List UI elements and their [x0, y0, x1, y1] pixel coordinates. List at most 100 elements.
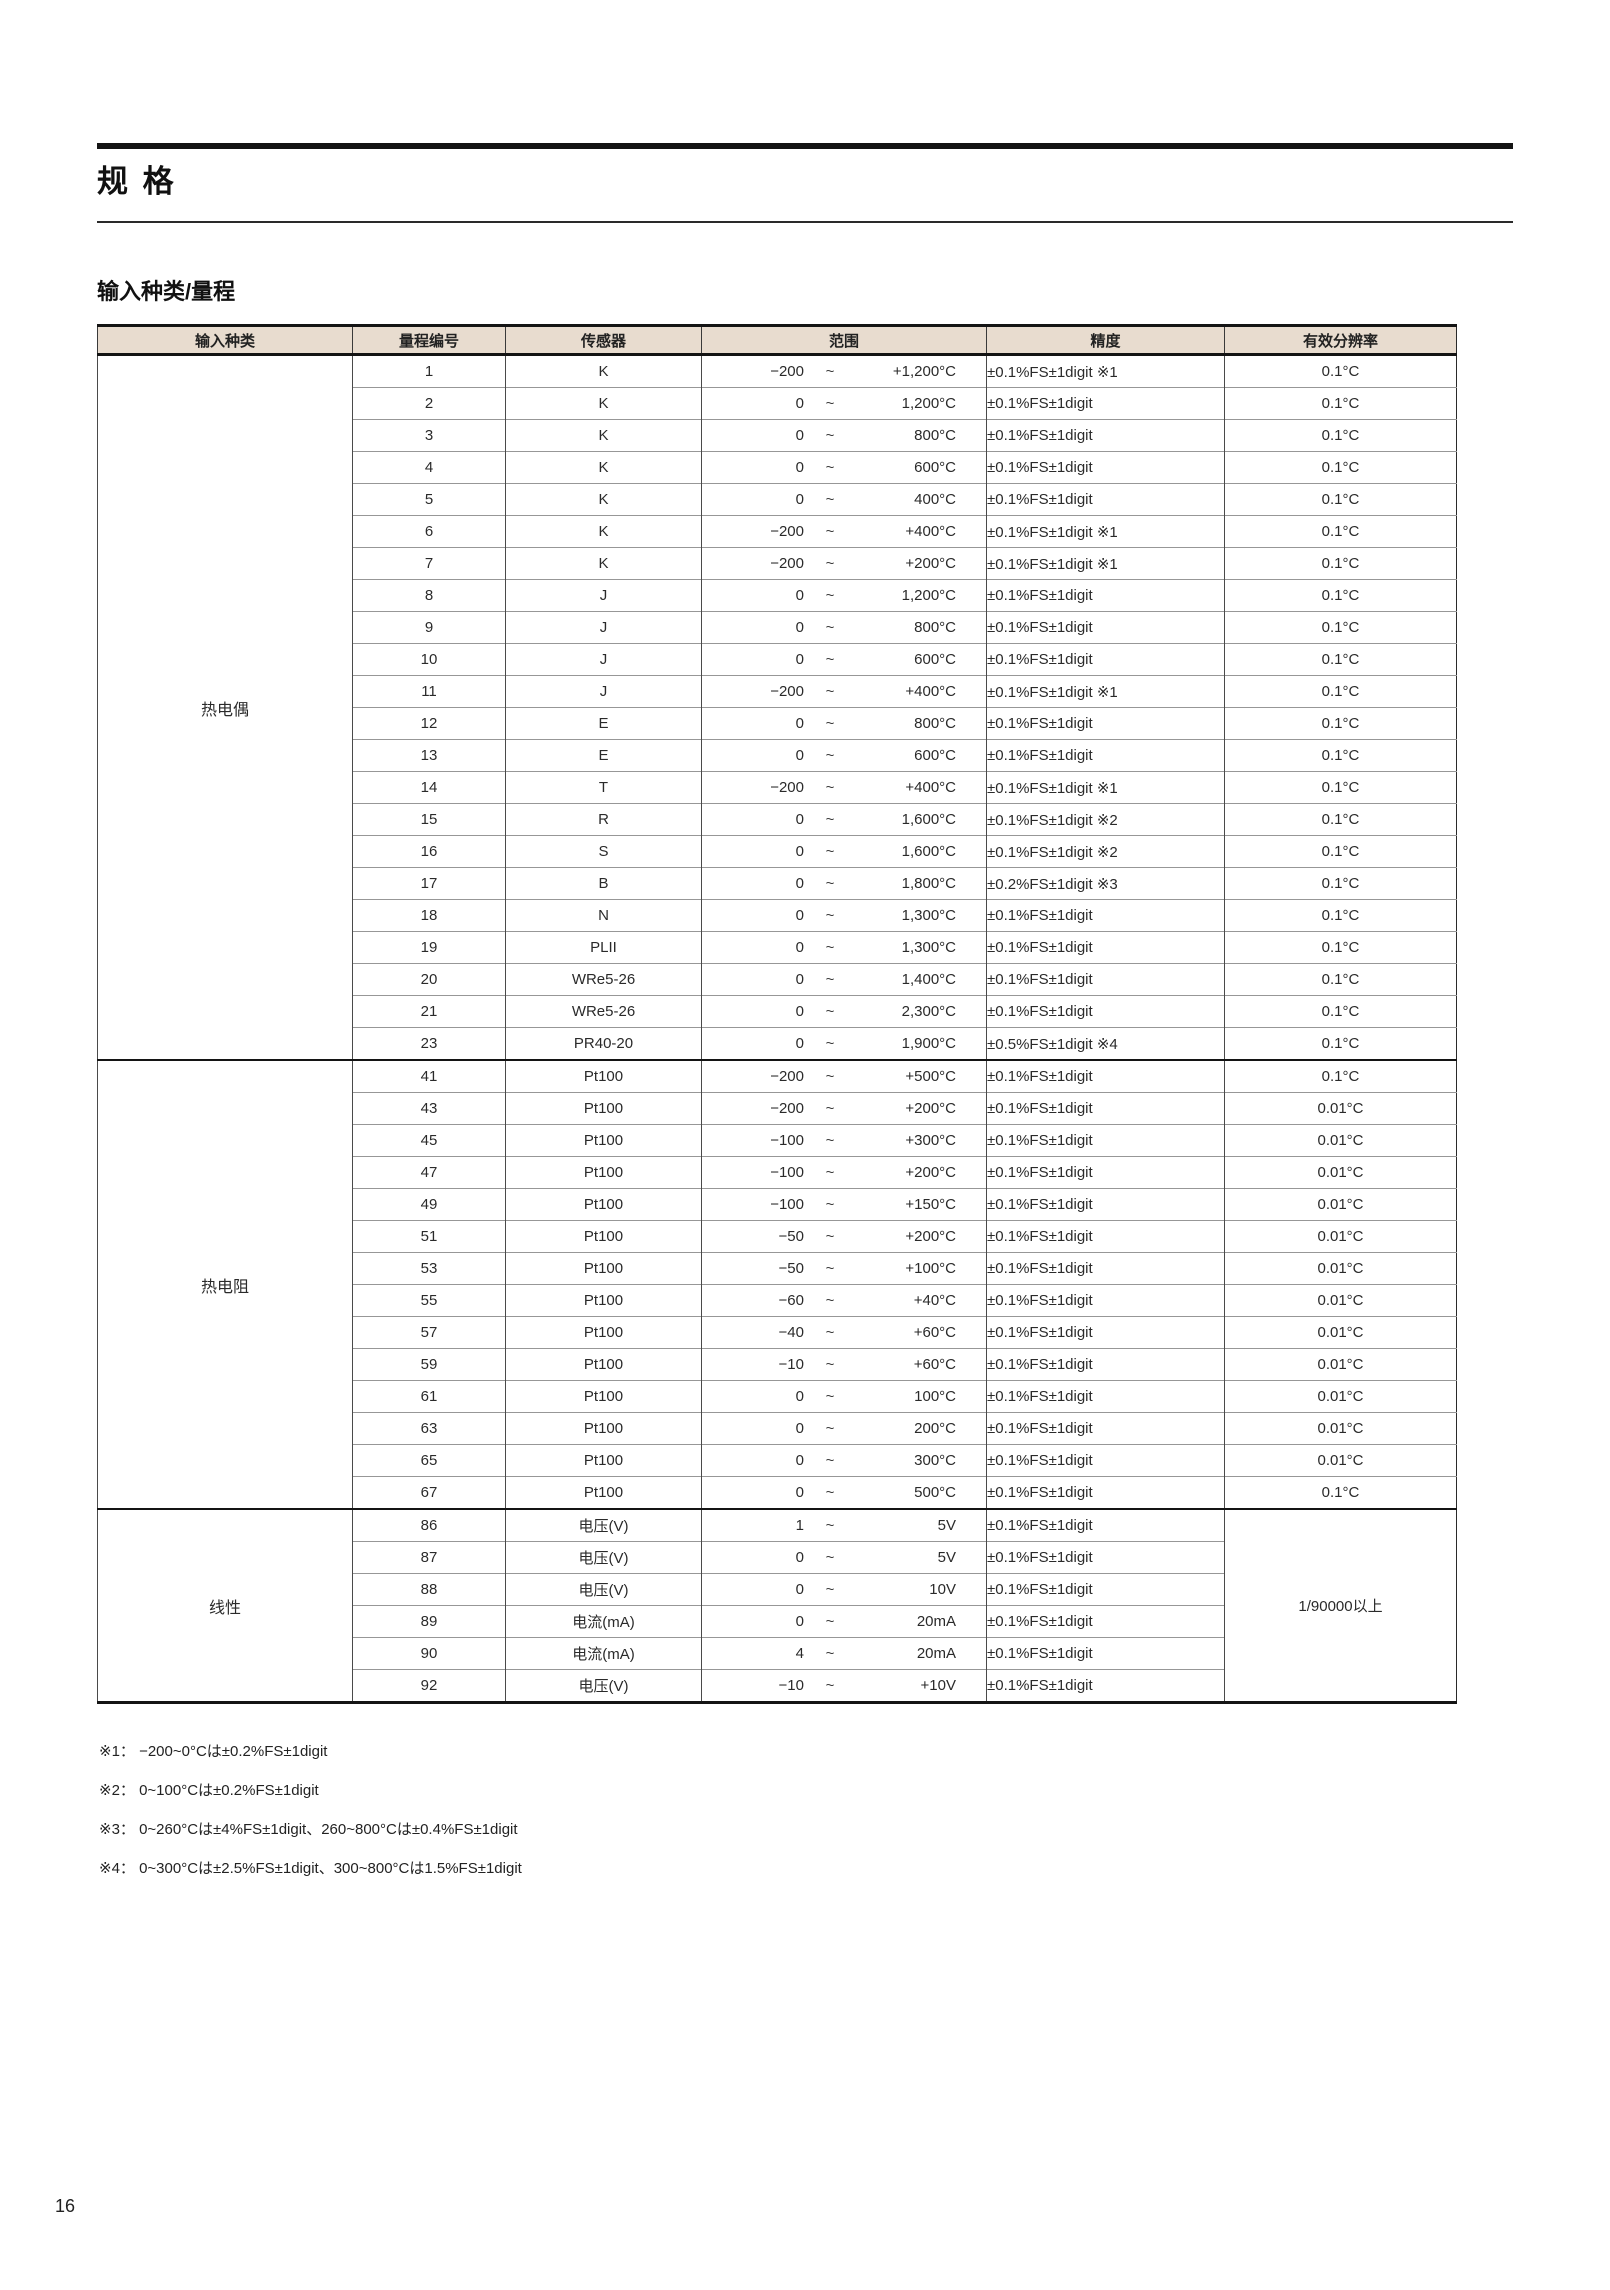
- range-cell: 0 ~2,300°C: [701, 995, 987, 1028]
- table-row: 59 Pt100 −10 ~ +60°C ±0.1%FS±1digit 0.01°C: [98, 1348, 1457, 1381]
- sensor-cell: E: [505, 707, 702, 740]
- input-type-group-label: 线性: [97, 1508, 353, 1703]
- range-high: 1,800°C: [901, 875, 956, 892]
- sensor-cell: K: [505, 353, 702, 388]
- range-separator: ~: [825, 1677, 835, 1694]
- table-row: 12 E 0 ~800°C ±0.1%FS±1digit 0.1°C: [98, 707, 1457, 740]
- range-number-cell: 16: [352, 835, 506, 868]
- accuracy-cell: ±0.1%FS±1digit: [986, 1637, 1225, 1670]
- range-high: 200°C: [914, 1420, 956, 1437]
- range-high: 600°C: [914, 747, 956, 764]
- range-high: 1,200°C: [901, 395, 956, 412]
- accuracy-cell: ±0.1%FS±1digit: [986, 1380, 1225, 1413]
- range-high: +60°C: [913, 1356, 956, 1373]
- table-row: 线性 86 电压(V) 1 ~5V ±0.1%FS±1digit 1/90000以上: [97, 1508, 1457, 1703]
- accuracy-cell: ±0.1%FS±1digit ※1: [986, 353, 1225, 388]
- accuracy-cell: ±0.1%FS±1digit: [986, 1573, 1225, 1606]
- range-high: +10V: [920, 1677, 956, 1694]
- range-separator: ~: [825, 939, 835, 956]
- range-low: −200: [770, 779, 804, 796]
- range-number-cell: 23: [352, 1027, 506, 1060]
- table-row: 20 WRe5-26 0 ~1,400°C ±0.1%FS±1digit 0.1°C: [98, 963, 1457, 996]
- range-separator: ~: [825, 1132, 835, 1149]
- range-low: −10: [778, 1677, 804, 1694]
- range-cell: 0 ~10V: [701, 1573, 987, 1606]
- resolution-cell: 0.01°C: [1224, 1220, 1457, 1253]
- sensor-cell: PR40-20: [505, 1027, 702, 1060]
- sensor-cell: K: [505, 547, 702, 580]
- sensor-cell: Pt100: [505, 1092, 702, 1125]
- range-low: −200: [770, 1100, 804, 1117]
- range-number-cell: 9: [352, 611, 506, 644]
- range-low: 0: [795, 1035, 804, 1052]
- range-separator: ~: [825, 811, 835, 828]
- table-row: 19 PLII 0 ~1,300°C ±0.1%FS±1digit 0.1°C: [98, 931, 1457, 964]
- range-cell: −200 ~ +400°C: [701, 675, 987, 708]
- table-row: 51 Pt100 −50 ~ +200°C ±0.1%FS±1digit 0.01°C: [98, 1220, 1457, 1253]
- range-number-cell: 19: [352, 931, 506, 964]
- table-row: 61 Pt100 0 ~100°C ±0.1%FS±1digit 0.01°C: [98, 1380, 1457, 1413]
- sensor-cell: 电压(V): [505, 1508, 702, 1542]
- accuracy-cell: ±0.1%FS±1digit ※1: [986, 675, 1225, 708]
- sensor-cell: 电压(V): [505, 1541, 702, 1574]
- resolution-cell: 0.01°C: [1224, 1284, 1457, 1317]
- range-separator: ~: [825, 1420, 835, 1437]
- range-number-cell: 6: [352, 515, 506, 548]
- range-separator: ~: [825, 1196, 835, 1213]
- table-row: 4 K 0 ~600°C ±0.1%FS±1digit 0.1°C: [98, 451, 1457, 484]
- resolution-cell: 0.1°C: [1224, 835, 1457, 868]
- column-header: 范围: [701, 325, 987, 356]
- range-cell: 0 ~1,800°C: [701, 867, 987, 900]
- range-low: 0: [795, 427, 804, 444]
- table-row: 53 Pt100 −50 ~ +100°C ±0.1%FS±1digit 0.01°C: [98, 1252, 1457, 1285]
- range-cell: −100 ~ +150°C: [701, 1188, 987, 1221]
- table-row: 热电阻 41 Pt100 −200 ~ +500°C ±0.1%FS±1digit 0.1°C: [97, 1059, 1457, 1509]
- range-high: 800°C: [914, 715, 956, 732]
- table-row: 92 电压(V) −10 ~ +10V ±0.1%FS±1digit: [98, 1669, 1457, 1703]
- resolution-cell: 0.1°C: [1224, 483, 1457, 516]
- range-high: 1,600°C: [901, 843, 956, 860]
- range-high: +500°C: [905, 1068, 956, 1085]
- range-number-cell: 12: [352, 707, 506, 740]
- table-row: 18 N 0 ~1,300°C ±0.1%FS±1digit 0.1°C: [98, 899, 1457, 932]
- table-row: 8 J 0 ~1,200°C ±0.1%FS±1digit 0.1°C: [98, 579, 1457, 612]
- range-number-cell: 67: [352, 1476, 506, 1509]
- range-number-cell: 10: [352, 643, 506, 676]
- table-row: 21 WRe5-26 0 ~2,300°C ±0.1%FS±1digit 0.1°C: [98, 995, 1457, 1028]
- table-row: 2 K 0 ~1,200°C ±0.1%FS±1digit 0.1°C: [98, 387, 1457, 420]
- accuracy-cell: ±0.1%FS±1digit: [986, 1605, 1225, 1638]
- range-high: 1,300°C: [901, 907, 956, 924]
- range-cell: 0 ~1,200°C: [701, 579, 987, 612]
- table-row: 13 E 0 ~600°C ±0.1%FS±1digit 0.1°C: [98, 739, 1457, 772]
- column-header: 输入种类: [97, 325, 353, 356]
- accuracy-cell: ±0.1%FS±1digit: [986, 1092, 1225, 1125]
- merged-resolution-cell: 1/90000以上: [1224, 1508, 1457, 1703]
- range-low: 0: [795, 619, 804, 636]
- column-header: 有效分辨率: [1224, 325, 1457, 356]
- range-cell: 0 ~1,600°C: [701, 803, 987, 836]
- accuracy-cell: ±0.1%FS±1digit: [986, 1508, 1225, 1542]
- range-cell: −10 ~ +60°C: [701, 1348, 987, 1381]
- range-high: 1,200°C: [901, 587, 956, 604]
- range-high: +200°C: [905, 1100, 956, 1117]
- range-cell: 0 ~800°C: [701, 419, 987, 452]
- accuracy-cell: ±0.1%FS±1digit: [986, 1220, 1225, 1253]
- range-high: +200°C: [905, 1164, 956, 1181]
- accuracy-cell: ±0.1%FS±1digit: [986, 899, 1225, 932]
- table-row: 23 PR40-20 0 ~1,900°C ±0.5%FS±1digit ※4 0.1°C: [98, 1027, 1457, 1060]
- resolution-cell: 0.1°C: [1224, 515, 1457, 548]
- range-cell: −60 ~ +40°C: [701, 1284, 987, 1317]
- range-separator: ~: [825, 907, 835, 924]
- resolution-cell: 0.1°C: [1224, 353, 1457, 388]
- range-number-cell: 11: [352, 675, 506, 708]
- range-separator: ~: [825, 1613, 835, 1630]
- range-cell: 0 ~1,900°C: [701, 1027, 987, 1060]
- section-title: 输入种类/量程: [97, 279, 236, 304]
- sensor-cell: J: [505, 611, 702, 644]
- table-row: 89 电流(mA) 0 ~20mA ±0.1%FS±1digit: [98, 1605, 1457, 1638]
- table-row: 7 K −200 ~ +200°C ±0.1%FS±1digit ※1 0.1°C: [98, 547, 1457, 580]
- range-cell: 0 ~500°C: [701, 1476, 987, 1509]
- footnotes: ※1： −200~0°Cは±0.2%FS±1digit ※2： 0~100°Cは±…: [99, 1732, 522, 1888]
- sensor-cell: K: [505, 515, 702, 548]
